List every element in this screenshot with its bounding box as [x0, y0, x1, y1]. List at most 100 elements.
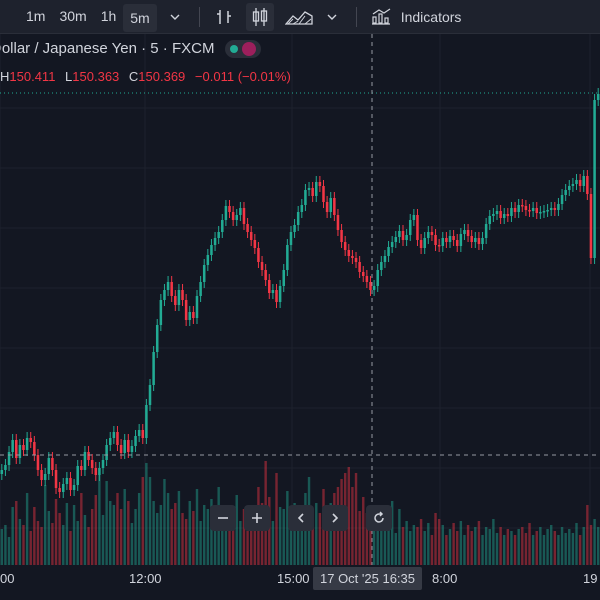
volume-bar	[278, 507, 282, 565]
symbol-title[interactable]: Dollar / Japanese Yen · 5 · FXCM	[0, 40, 215, 57]
candle-body	[159, 300, 163, 325]
volume-bar	[448, 529, 452, 565]
candle-body	[474, 238, 477, 242]
volume-bar	[445, 535, 448, 565]
candle-body	[134, 436, 137, 446]
candle-body	[354, 258, 358, 262]
volume-bar	[589, 525, 593, 565]
volume-bar	[437, 519, 441, 565]
candle-body	[163, 290, 166, 300]
toolbar-divider	[198, 6, 200, 27]
candle-body	[22, 445, 25, 450]
candle-body	[206, 255, 210, 265]
volume-bar	[242, 509, 246, 565]
time-label: 8:00	[432, 571, 458, 586]
volume-bar	[54, 499, 58, 565]
volume-bar	[166, 493, 170, 565]
candle-body	[130, 446, 134, 452]
chevron-left-icon	[297, 513, 304, 523]
volume-bar	[412, 525, 416, 565]
candle-body	[47, 458, 51, 474]
volume-bar	[564, 533, 567, 565]
candles-icon[interactable]	[245, 2, 274, 31]
candle-body	[564, 190, 567, 195]
candle-body	[192, 312, 195, 318]
timeframe-5m[interactable]: 5m	[123, 3, 157, 32]
volume-bar	[300, 509, 304, 565]
candle-body	[43, 474, 47, 480]
volume-bar	[311, 517, 314, 565]
timeframe-30m[interactable]: 30m	[59, 8, 87, 24]
candle-body	[7, 452, 11, 465]
volume-bar	[293, 503, 296, 565]
zoom-in-button[interactable]	[244, 505, 270, 531]
volume-bar	[329, 503, 332, 565]
volume-bar	[289, 519, 293, 565]
low-value: 150.363	[72, 69, 120, 84]
candle-body	[311, 188, 314, 196]
candle-body	[524, 206, 528, 210]
indicators-button[interactable]: Indicators	[400, 8, 462, 25]
volume-bar	[593, 519, 596, 565]
candle-body	[289, 232, 293, 245]
candle-body	[351, 256, 354, 258]
volume-bar	[394, 533, 397, 565]
candle-body	[58, 488, 61, 492]
status-pill[interactable]	[224, 40, 261, 59]
volume-bar	[141, 477, 144, 565]
timeframe-chevron-down-icon[interactable]	[161, 3, 189, 31]
timeframe-1h[interactable]: 1h	[100, 8, 117, 24]
candle-body	[177, 290, 181, 305]
volume-bar	[152, 501, 155, 565]
candle-body	[325, 202, 329, 212]
time-axis: 00 12:00 15:00 8:00 19 17 Oct '25 16:35	[0, 565, 600, 600]
volume-bar	[213, 525, 217, 565]
volume-bar	[441, 525, 444, 565]
indicators-icon[interactable]	[367, 3, 395, 31]
timeframe-1m[interactable]: 1m	[26, 8, 46, 24]
scroll-left-button[interactable]	[288, 505, 314, 531]
volume-bar	[546, 529, 549, 565]
candle-body	[517, 205, 520, 212]
scroll-right-button[interactable]	[322, 505, 348, 531]
candle-body	[11, 440, 14, 452]
candle-body	[542, 211, 546, 213]
high-label: H	[0, 69, 10, 84]
candle-body	[333, 198, 336, 215]
candle-body	[253, 240, 257, 248]
volume-bar	[463, 535, 466, 565]
volume-bar	[380, 519, 383, 565]
toolbar-divider-2	[355, 6, 357, 27]
volume-bar	[210, 499, 213, 565]
candle-body	[315, 182, 318, 196]
volume-bar	[235, 495, 238, 565]
volume-bar	[159, 505, 163, 565]
volume-bar	[112, 505, 116, 565]
candle-body	[568, 186, 571, 190]
top-toolbar: 1m 30m 1h 5m Indicators	[0, 0, 600, 34]
candle-body	[531, 208, 535, 211]
price-chart[interactable]	[0, 34, 600, 565]
market-open-dot-icon	[229, 45, 238, 54]
volume-bar	[123, 489, 126, 565]
reset-chart-button[interactable]	[366, 505, 392, 531]
chart-type-chevron-down-icon[interactable]	[318, 3, 346, 31]
volume-bar	[387, 513, 390, 565]
candle-body	[506, 214, 510, 216]
bar-chart-icon[interactable]	[210, 3, 238, 31]
volume-bar	[369, 523, 372, 565]
candle-body	[336, 215, 340, 230]
candle-body	[596, 94, 600, 100]
candle-body	[340, 230, 343, 242]
time-label: 00	[0, 571, 15, 586]
candle-body	[376, 270, 379, 286]
zoom-out-button[interactable]	[210, 505, 236, 531]
area-chart-icon[interactable]	[282, 3, 316, 31]
volume-bar	[62, 525, 65, 565]
volume-bar	[315, 503, 318, 565]
volume-bar	[495, 533, 499, 565]
candle-body	[260, 262, 264, 270]
volume-bar	[36, 521, 40, 565]
volume-bar	[249, 505, 253, 565]
volume-bar	[459, 521, 463, 565]
